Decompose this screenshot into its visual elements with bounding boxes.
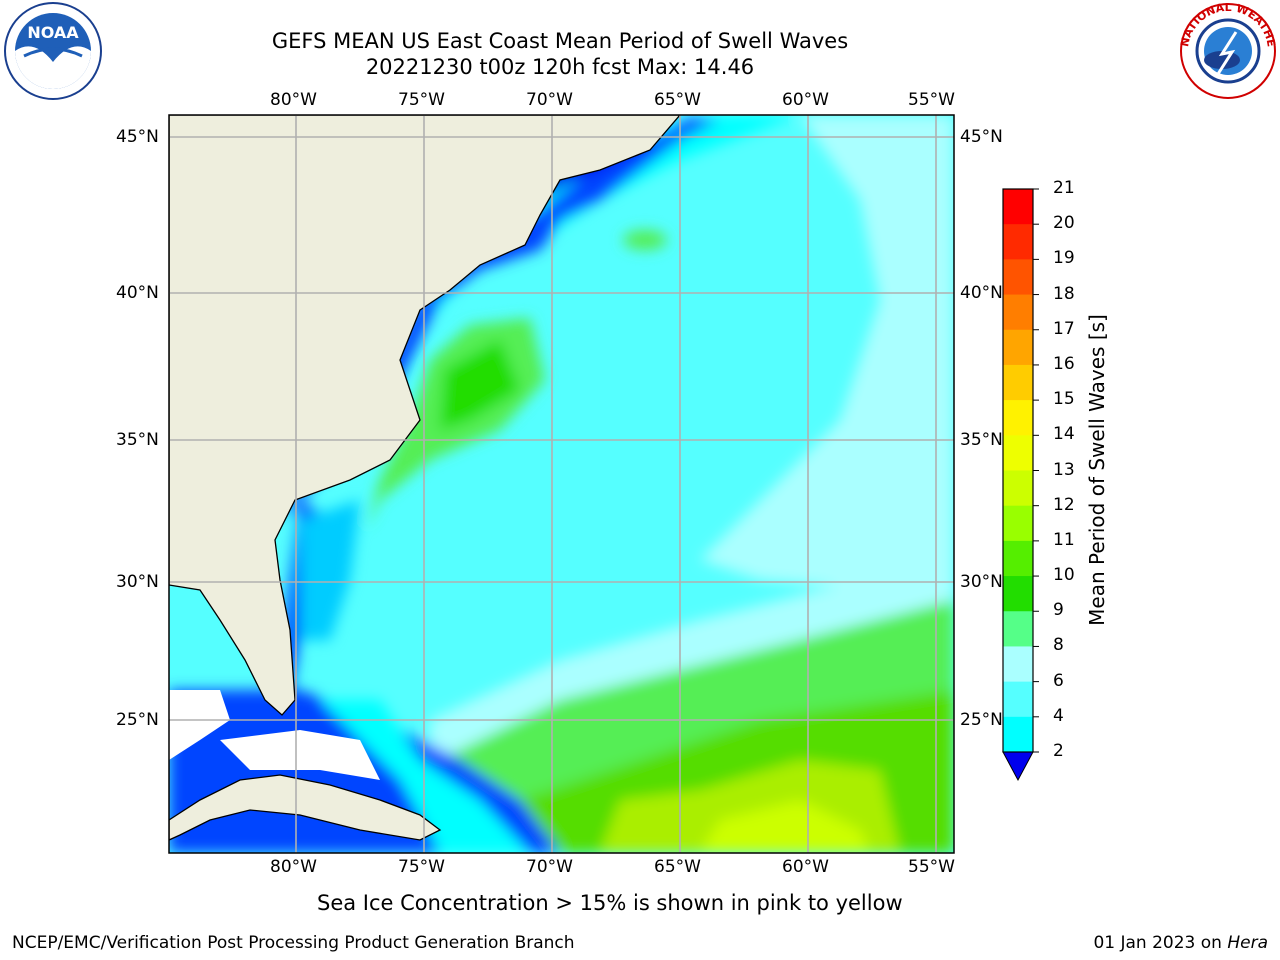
- lat-label-left-40n: 40°N: [116, 283, 159, 303]
- map-title: GEFS MEAN US East Coast Mean Period of S…: [271, 29, 849, 53]
- lat-label-right-40n: 40°N: [960, 283, 1003, 303]
- colorbar-tick-label: 13: [1053, 459, 1075, 480]
- colorbar-tick-label: 19: [1053, 248, 1075, 269]
- colorbar-tick-label: 17: [1053, 318, 1075, 339]
- colorbar-tick-label: 8: [1053, 635, 1064, 656]
- sea-ice-note: Sea Ice Concentration > 15% is shown in …: [317, 891, 903, 915]
- colorbar-tick-label: 15: [1053, 389, 1075, 410]
- colorbar-cell: [1003, 364, 1033, 401]
- colorbar-tick-label: 4: [1053, 705, 1064, 726]
- lat-label-left-25n: 25°N: [116, 710, 159, 730]
- lat-label-left-35n: 35°N: [116, 430, 159, 450]
- colorbar-tick-label: 16: [1053, 353, 1075, 374]
- colorbar-cell: [1003, 400, 1033, 436]
- lat-label-right-30n: 30°N: [960, 572, 1003, 592]
- colorbar-cell: [1003, 646, 1033, 683]
- lat-label-right-35n: 35°N: [960, 430, 1003, 450]
- lon-label-bottom-75w: 75°W: [398, 857, 445, 877]
- colorbar-cell: [1003, 716, 1033, 753]
- colorbar-cell: [1003, 435, 1033, 472]
- lon-label-top-75w: 75°W: [398, 90, 445, 110]
- colorbar-tick-label: 9: [1053, 600, 1064, 621]
- colorbar-tick-label: 11: [1053, 529, 1075, 550]
- colorbar-cell: [1003, 505, 1033, 542]
- footer-date: 01 Jan 2023 on Hera: [1093, 933, 1268, 953]
- footer-host: Hera: [1227, 933, 1268, 953]
- lon-label-bottom-60w: 60°W: [782, 857, 829, 877]
- lon-label-top-55w: 55°W: [908, 90, 955, 110]
- lon-label-bottom-65w: 65°W: [654, 857, 701, 877]
- lon-label-top-60w: 60°W: [782, 90, 829, 110]
- colorbar-tick-label: 20: [1053, 213, 1075, 234]
- colorbar-cell: [1003, 576, 1033, 612]
- colorbar-tick-label: 12: [1053, 494, 1075, 515]
- colorbar-cell: [1003, 681, 1033, 718]
- lon-label-top-70w: 70°W: [526, 90, 573, 110]
- colorbar-cell: [1003, 540, 1033, 577]
- colorbar: [1002, 188, 1039, 782]
- lon-label-bottom-55w: 55°W: [908, 857, 955, 877]
- footer-date-text: 01 Jan 2023 on: [1093, 933, 1228, 953]
- nws-logo-icon: NATIONAL WEATHER SERVICE: [1178, 2, 1278, 99]
- map-frame: [168, 114, 955, 854]
- colorbar-tick-label: 6: [1053, 670, 1064, 691]
- colorbar-cell: [1003, 224, 1033, 260]
- colorbar-tick-label: 2: [1053, 741, 1064, 761]
- colorbar-cell: [1003, 259, 1033, 296]
- colorbar-tick-label: 10: [1053, 565, 1075, 586]
- lat-label-right-45n: 45°N: [960, 127, 1003, 147]
- land-cuba: [169, 774, 442, 841]
- land-mask-gulf: [169, 690, 230, 760]
- colorbar-tick-label: 18: [1053, 283, 1075, 304]
- map-subtitle: 20221230 t00z 120h fcst Max: 14.46: [365, 55, 755, 79]
- colorbar-label: Mean Period of Swell Waves [s]: [1085, 314, 1109, 626]
- lon-label-top-65w: 65°W: [654, 90, 701, 110]
- colorbar-extend-arrow: [1002, 751, 1034, 782]
- colorbar-cell: [1003, 470, 1033, 507]
- colorbar-cell: [1003, 189, 1033, 225]
- noaa-logo-icon: NOAA: [4, 2, 102, 100]
- lat-label-left-45n: 45°N: [116, 127, 159, 147]
- lat-label-right-25n: 25°N: [960, 710, 1003, 730]
- colorbar-tick-label: 21: [1053, 178, 1075, 198]
- colorbar-cell: [1003, 329, 1033, 366]
- lat-label-left-30n: 30°N: [116, 572, 159, 592]
- lon-label-bottom-70w: 70°W: [526, 857, 573, 877]
- colorbar-tick-label: 14: [1053, 424, 1075, 445]
- map-gridlines: [169, 115, 954, 853]
- lon-label-bottom-80w: 80°W: [270, 857, 317, 877]
- noaa-logo-text: NOAA: [27, 23, 79, 42]
- colorbar-cell: [1003, 611, 1033, 648]
- lon-label-top-80w: 80°W: [270, 90, 317, 110]
- land-mask-cuba-north: [220, 730, 380, 780]
- footer-credit: NCEP/EMC/Verification Post Processing Pr…: [12, 933, 575, 953]
- colorbar-cell: [1003, 294, 1033, 331]
